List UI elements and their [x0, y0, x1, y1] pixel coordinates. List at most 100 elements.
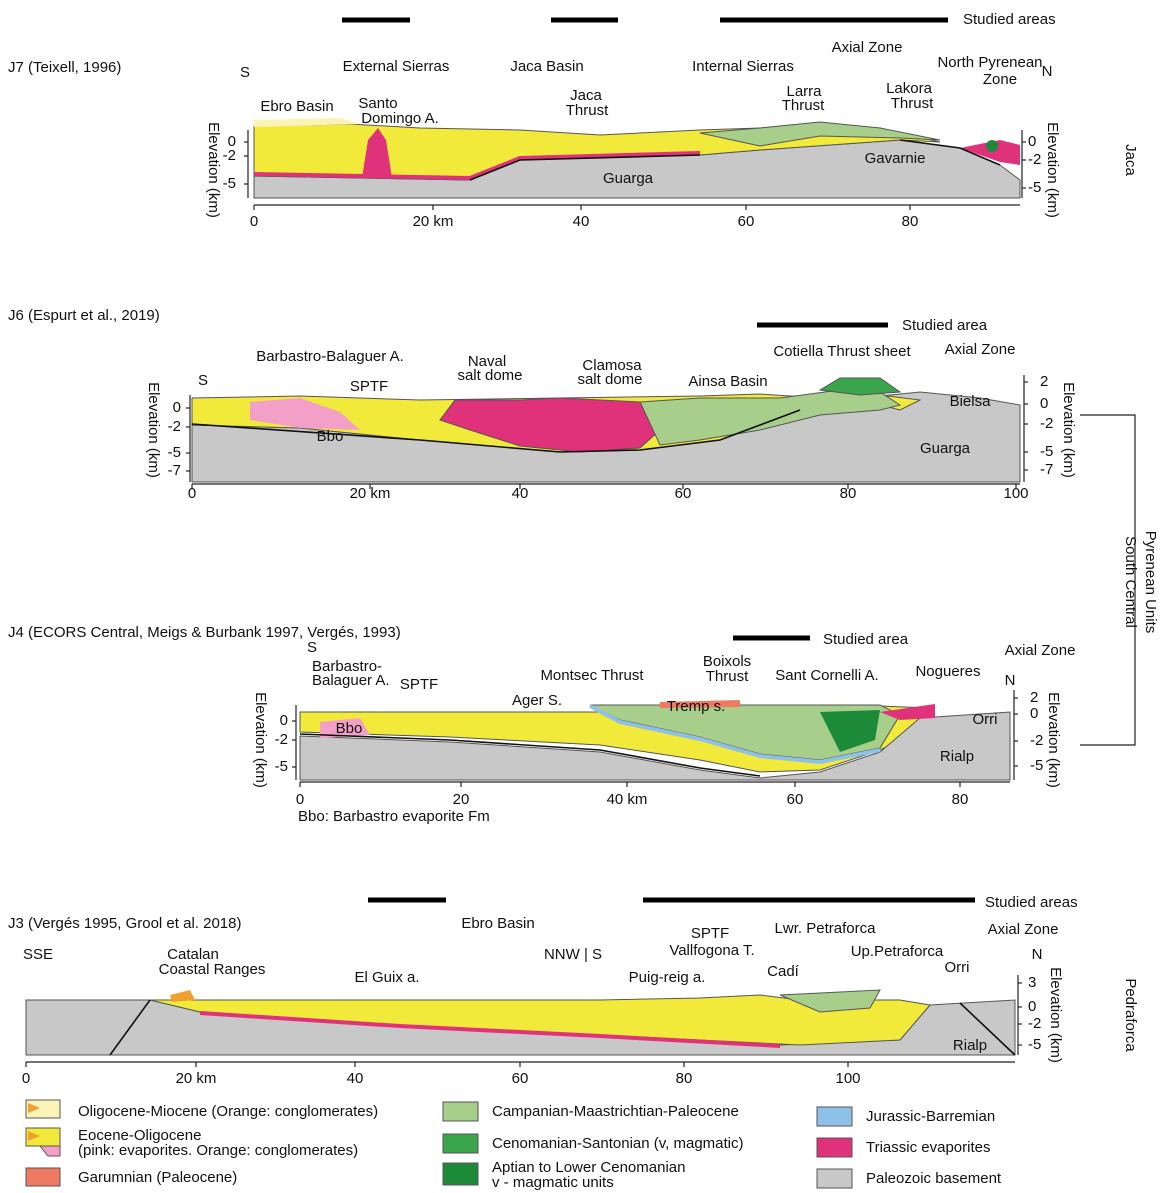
section-label: Rialp [940, 748, 974, 765]
swatch-mark [38, 1145, 61, 1157]
y-tick-label: -2 [223, 147, 236, 164]
region-label: South Central [1122, 536, 1139, 628]
y-tick-label: 0 [1030, 705, 1038, 722]
section-label: Barbastro- [312, 658, 382, 675]
thrust [469, 154, 701, 181]
section-label: Orri [973, 711, 998, 728]
section-label: Thrust [706, 668, 749, 685]
y-tick-label: -7 [1040, 461, 1053, 478]
y-tick-label: -5 [1040, 443, 1053, 460]
swatch-mark [28, 1131, 40, 1141]
section-label: Lakora [886, 80, 933, 97]
triassic-fill [960, 140, 1020, 165]
section-label: salt dome [577, 371, 642, 388]
studied-label: Studied areas [985, 894, 1078, 911]
y-tick-label: 3 [1028, 974, 1036, 991]
legend-text: Oligocene-Miocene (Orange: conglomerates… [78, 1103, 378, 1120]
legend-text: Cenomanian-Santonian (v, magmatic) [492, 1135, 744, 1152]
legend-text: Eocene-Oligocene [78, 1127, 201, 1144]
x-tick-label: 80 [676, 1070, 693, 1087]
section-label: Clamosa [582, 357, 642, 374]
section-label: SSE [23, 946, 53, 963]
section-label: Thrust [891, 95, 934, 112]
legend-text: Garumnian (Paleocene) [78, 1169, 237, 1186]
legend-text: Aptian to Lower Cenomanian [492, 1159, 685, 1176]
swatch [25, 1167, 61, 1187]
cretaceous-fill [699, 121, 941, 147]
thrust [899, 139, 1001, 166]
section-label: Boixols [703, 653, 751, 670]
x-tick-label: 0 [296, 791, 304, 808]
section-label: Naval [468, 353, 506, 370]
x-tick-label: 0 [250, 213, 258, 230]
basement [299, 711, 1011, 781]
legend-text: Paleozoic basement [866, 1170, 1002, 1187]
legend-text: Triassic evaporites [866, 1139, 990, 1156]
x-tick-label: 100 [835, 1070, 860, 1087]
y-tick-label: -5 [1028, 179, 1041, 196]
section-label: Zone [983, 71, 1017, 88]
section-label: Santo [358, 95, 397, 112]
section-label: Larra [786, 83, 822, 100]
section-label: Vallfogona T. [669, 942, 754, 959]
x-tick-label: 0 [188, 485, 196, 502]
section-label: Up.Petraforca [851, 943, 944, 960]
fault [959, 1002, 1016, 1056]
x-tick-label: 20 km [350, 485, 391, 502]
aptian-body [986, 140, 998, 152]
section-label: Internal Sierras [692, 58, 794, 75]
y-tick-label: -2 [168, 418, 181, 435]
y-tick-label: 2 [1040, 373, 1048, 390]
x-tick-label: 40 km [607, 791, 648, 808]
axis-label: Elevation (km) [205, 122, 222, 218]
section-label: External Sierras [343, 58, 450, 75]
oligocene-fill [254, 118, 360, 127]
section-label: Lwr. Petraforca [775, 920, 877, 937]
swatch [25, 1099, 61, 1119]
y-tick-label: 0 [280, 712, 288, 729]
section-label: S [198, 372, 208, 389]
section-label: Ager S. [512, 692, 562, 709]
section-label: Thrust [782, 97, 825, 114]
y-tick-label: -2 [1028, 151, 1041, 168]
section-label: Catalan [167, 946, 219, 963]
section-label: Guarga [920, 440, 971, 457]
y-tick-label: -2 [1028, 1015, 1041, 1032]
x-tick-label: 60 [512, 1070, 529, 1087]
swatch [442, 1162, 479, 1186]
x-tick-label: 40 [347, 1070, 364, 1087]
section-label: Rialp [953, 1037, 987, 1054]
axis-label: Elevation (km) [1047, 967, 1064, 1063]
section-j6 [191, 377, 1021, 483]
legend-text: Campanian-Maastrichtian-Paleocene [492, 1103, 739, 1120]
axis-label: Elevation (km) [1045, 692, 1062, 788]
region-label: Pyrenean Units [1142, 531, 1159, 634]
aptian-fill [820, 710, 880, 752]
evaporite-lens [250, 398, 360, 430]
section-label: Cadí [767, 963, 800, 980]
swatch [816, 1106, 853, 1127]
thrust [191, 409, 801, 453]
section-label: Montsec Thrust [540, 667, 644, 684]
y-tick-label: -5 [1030, 757, 1043, 774]
evaporite-lens [320, 718, 370, 738]
region-label: Jaca [1122, 144, 1139, 176]
triassic-fill [880, 704, 935, 720]
section-label: N [1032, 946, 1043, 963]
section-label: salt dome [457, 367, 522, 384]
x-tick-label: 20 [453, 791, 470, 808]
section-label: Jaca [570, 87, 602, 104]
axis-label: Elevation (km) [145, 382, 162, 478]
section-j7 [253, 118, 1021, 199]
x-tick-label: 100 [1003, 485, 1028, 502]
section-label: Barbastro-Balaguer A. [256, 348, 404, 365]
section-label: S [240, 64, 250, 81]
axis-label: Elevation (km) [1060, 382, 1077, 478]
section-label: Bbo [336, 720, 363, 737]
section-label: SPTF [691, 925, 729, 942]
axis-label: Elevation (km) [252, 692, 269, 788]
section-label: Axial Zone [1005, 642, 1076, 659]
y-tick-label: -5 [1028, 1036, 1041, 1053]
